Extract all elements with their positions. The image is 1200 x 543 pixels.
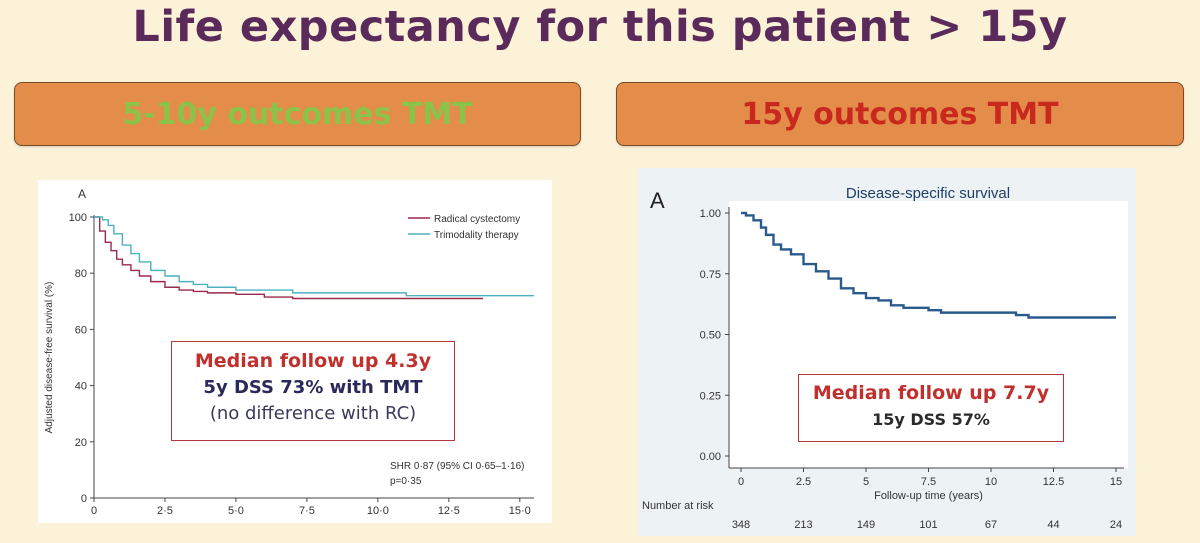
y-tick-label: 0.25: [700, 390, 721, 402]
risk-table-value: 101: [919, 519, 937, 531]
right-km-chart: A Disease-specific survival 0.00 0.25 0.50 0.…: [642, 185, 1128, 531]
x-tick-label: 15·0: [509, 505, 531, 517]
x-tick-label: 10: [985, 476, 997, 488]
risk-table-value: 348: [732, 519, 750, 531]
x-tick-label: 12·5: [438, 505, 460, 517]
right-callout-dss: 15y DSS 57%: [872, 410, 990, 429]
y-tick-label: 60: [75, 324, 87, 336]
y-tick-label: 0.50: [700, 330, 721, 342]
y-tick-label: 0.00: [700, 451, 721, 463]
x-tick-label: 12.5: [1043, 476, 1064, 488]
x-tick-label: 2.5: [796, 476, 811, 488]
right-callout-box: Median follow up 7.7y 15y DSS 57%: [798, 374, 1064, 442]
panel-label: A: [650, 188, 665, 213]
legend-label-0: Radical cystectomy: [434, 214, 520, 225]
risk-table-label: Number at risk: [642, 500, 714, 512]
risk-table-value: 213: [794, 519, 812, 531]
banner-15y: 15y outcomes TMT: [616, 82, 1184, 146]
y-axis-label: Adjusted disease-free survival (%): [44, 282, 55, 434]
x-tick-label: 2·5: [157, 505, 173, 517]
chart-title: Disease-specific survival: [846, 185, 1010, 202]
right-chart-panel: A Disease-specific survival 0.00 0.25 0.50 0.…: [638, 168, 1136, 536]
risk-table-value: 24: [1110, 519, 1122, 531]
x-tick-label: 0: [738, 476, 744, 488]
x-tick-label: 5: [863, 476, 869, 488]
series-line-0: [94, 216, 483, 300]
left-callout-note: (no difference with RC): [209, 403, 417, 424]
x-tick-label: 7.5: [921, 476, 936, 488]
panel-label: A: [78, 187, 86, 201]
banner-5-10y: 5-10y outcomes TMT: [14, 82, 581, 146]
risk-table-value: 67: [985, 519, 997, 531]
left-callout-dss: 5y DSS 73% with TMT: [203, 377, 423, 398]
right-callout-followup: Median follow up 7.7y: [812, 382, 1050, 404]
x-axis-label: Follow-up time (years): [874, 490, 983, 502]
annotation-p-value: p=0·35: [390, 476, 422, 487]
y-tick-label: 100: [69, 212, 87, 224]
y-tick-label: 0.75: [700, 269, 721, 281]
x-tick-label: 15: [1110, 476, 1122, 488]
risk-table-value: 44: [1047, 519, 1059, 531]
x-tick-label: 0: [91, 505, 97, 517]
slide-title: Life expectancy for this patient > 15y: [132, 2, 1068, 52]
left-callout-box: Median follow up 4.3y 5y DSS 73% with TM…: [171, 341, 455, 441]
y-tick-label: 1.00: [700, 208, 721, 220]
y-tick-label: 0: [81, 493, 87, 505]
left-km-chart: A 0 20 40 60 80 100 0 2·5 5·0 7·5 10·0 12·5 15·0 Adjus…: [44, 187, 534, 517]
banner-15y-label: 15y outcomes TMT: [741, 96, 1059, 132]
banner-5-10y-label: 5-10y outcomes TMT: [122, 96, 473, 132]
legend-label-1: Trimodality therapy: [434, 230, 519, 241]
series-line-0: [741, 211, 1116, 319]
series-line-1: [94, 216, 534, 297]
risk-table-value: 149: [857, 519, 875, 531]
x-tick-label: 7·5: [299, 505, 315, 517]
left-chart-panel: A 0 20 40 60 80 100 0 2·5 5·0 7·5 10·0 12·5 15·0 Adjus…: [38, 180, 552, 523]
y-tick-label: 80: [75, 268, 87, 280]
x-tick-label: 10·0: [367, 505, 389, 517]
annotation-shr: SHR 0·87 (95% CI 0·65–1·16): [390, 461, 525, 472]
left-callout-followup: Median follow up 4.3y: [194, 350, 432, 372]
x-tick-label: 5·0: [228, 505, 244, 517]
y-tick-label: 40: [75, 381, 87, 393]
y-tick-label: 20: [75, 437, 87, 449]
